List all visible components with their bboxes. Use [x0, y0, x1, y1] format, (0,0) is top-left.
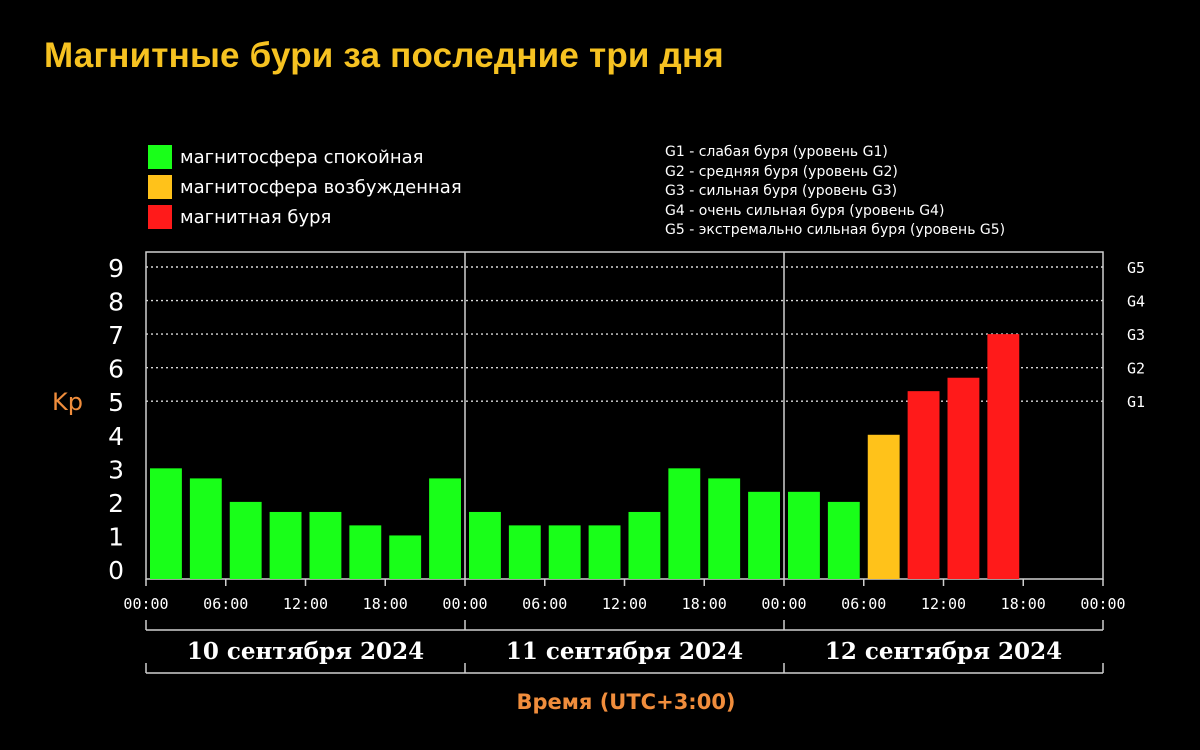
legend-label-storm: магнитная буря — [180, 206, 332, 228]
kp-bar — [788, 491, 820, 579]
legend-swatch-storm — [148, 205, 172, 229]
y-tick-label: 5 — [108, 388, 124, 417]
kp-bar — [628, 511, 661, 579]
kp-bar — [469, 511, 501, 579]
kp-bar — [947, 377, 980, 579]
g-level-label: G3 — [1127, 326, 1145, 344]
x-tick-label: 00:00 — [1080, 595, 1125, 613]
kp-bar — [987, 334, 1020, 579]
legend-item-quiet: магнитосфера спокойная — [148, 142, 462, 172]
y-tick-label: 1 — [108, 522, 124, 551]
kp-bar — [748, 491, 780, 579]
x-tick-label: 00:00 — [442, 595, 487, 613]
x-tick-label: 00:00 — [761, 595, 806, 613]
legend-swatch-quiet — [148, 145, 172, 169]
y-tick-label: 6 — [108, 355, 124, 384]
y-axis-label: Kp — [52, 388, 83, 416]
x-tick-label: 18:00 — [682, 595, 727, 613]
kp-bar — [349, 525, 382, 579]
kp-bar — [309, 511, 342, 579]
kp-bar — [907, 391, 940, 579]
kp-bar — [429, 478, 461, 579]
g-level-label: G5 — [1127, 259, 1145, 277]
y-tick-label: 3 — [108, 455, 124, 484]
y-tick-label: 4 — [108, 422, 124, 451]
y-tick-label: 8 — [108, 288, 124, 317]
x-axis-label: Время (UTC+3:00) — [516, 690, 736, 714]
g3-description: G3 - сильная буря (уровень G3) — [665, 183, 898, 199]
kp-bar — [269, 511, 302, 579]
x-tick-label: 00:00 — [123, 595, 168, 613]
kp-bar — [827, 501, 860, 579]
legend-item-active: магнитосфера возбужденная — [148, 172, 462, 202]
day-label: 12 сентября 2024 — [825, 638, 1062, 665]
kp-bar — [229, 501, 262, 579]
y-tick-label: 7 — [108, 321, 124, 350]
legend-swatch-active — [148, 175, 172, 199]
day-label: 11 сентября 2024 — [506, 638, 743, 665]
g-level-label: G2 — [1127, 360, 1145, 378]
g5-description: G5 - экстремально сильная буря (уровень … — [665, 222, 1006, 238]
legend-label-active: магнитосфера возбужденная — [180, 176, 462, 198]
day-label: 10 сентября 2024 — [187, 638, 424, 665]
g-level-label: G4 — [1127, 293, 1145, 311]
x-tick-label: 06:00 — [203, 595, 248, 613]
legend-item-storm: магнитная буря — [148, 202, 462, 232]
legend: магнитосфера спокойная магнитосфера возб… — [148, 142, 462, 232]
y-tick-label: 2 — [108, 489, 124, 518]
storm-level-legend: G1 - слабая буря (уровень G1) G2 - средн… — [665, 144, 1005, 242]
x-tick-label: 06:00 — [522, 595, 567, 613]
g4-description: G4 - очень сильная буря (уровень G4) — [665, 202, 945, 219]
kp-bar — [508, 525, 541, 579]
kp-bar — [150, 468, 182, 579]
x-tick-label: 18:00 — [363, 595, 408, 613]
legend-label-quiet: магнитосфера спокойная — [180, 146, 424, 168]
x-tick-label: 06:00 — [841, 595, 886, 613]
x-tick-label: 12:00 — [921, 595, 966, 613]
x-tick-label: 12:00 — [602, 595, 647, 613]
g1-description: G1 - слабая буря (уровень G1) — [665, 144, 888, 160]
x-tick-label: 18:00 — [1001, 595, 1046, 613]
kp-bar — [389, 535, 422, 579]
y-tick-label: 9 — [108, 254, 124, 283]
x-tick-label: 12:00 — [283, 595, 328, 613]
kp-bar — [708, 478, 741, 579]
kp-bar — [588, 525, 621, 579]
y-tick-label: 0 — [108, 556, 124, 585]
kp-bar — [189, 478, 222, 579]
g-level-label: G1 — [1127, 393, 1145, 411]
kp-bar — [548, 525, 581, 579]
kp-bar — [668, 468, 701, 579]
page-title: Магнитные бури за последние три дня — [44, 36, 724, 75]
kp-bar — [867, 434, 900, 579]
g2-description: G2 - средняя буря (уровень G2) — [665, 163, 898, 180]
